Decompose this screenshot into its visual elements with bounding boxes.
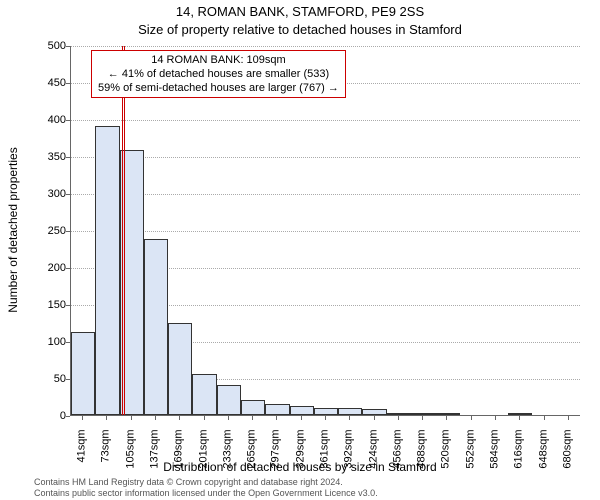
- x-tick-mark: [131, 416, 132, 420]
- bar: [217, 385, 241, 415]
- bar: [192, 374, 216, 415]
- y-tick-label: 300: [26, 189, 66, 200]
- x-tick-mark: [495, 416, 496, 420]
- annotation-line: 14 ROMAN BANK: 109sqm: [98, 53, 339, 67]
- x-tick-mark: [276, 416, 277, 420]
- x-tick-mark: [519, 416, 520, 420]
- bar: [71, 332, 95, 415]
- y-tick-label: 250: [26, 226, 66, 237]
- y-tick-mark: [66, 231, 70, 232]
- x-tick-mark: [446, 416, 447, 420]
- gridline: [71, 194, 580, 195]
- y-tick-mark: [66, 120, 70, 121]
- page-title-address: 14, ROMAN BANK, STAMFORD, PE9 2SS: [0, 4, 600, 19]
- bar: [435, 413, 459, 415]
- x-tick-mark: [374, 416, 375, 420]
- x-tick-mark: [349, 416, 350, 420]
- x-tick-mark: [398, 416, 399, 420]
- x-tick-mark: [228, 416, 229, 420]
- x-tick-mark: [179, 416, 180, 420]
- x-tick-mark: [301, 416, 302, 420]
- annotation-line: ← 41% of detached houses are smaller (53…: [98, 67, 339, 81]
- y-tick-label: 0: [26, 411, 66, 422]
- bar: [290, 406, 314, 415]
- bar: [387, 413, 411, 415]
- bar: [95, 126, 119, 415]
- footer-attribution: Contains HM Land Registry data © Crown c…: [34, 477, 378, 499]
- y-tick-mark: [66, 416, 70, 417]
- y-tick-mark: [66, 305, 70, 306]
- x-tick-mark: [204, 416, 205, 420]
- bar: [508, 413, 532, 415]
- bar: [338, 408, 362, 415]
- x-tick-mark: [568, 416, 569, 420]
- y-tick-mark: [66, 46, 70, 47]
- gridline: [71, 120, 580, 121]
- chart-plot-area: 14 ROMAN BANK: 109sqm← 41% of detached h…: [70, 46, 580, 416]
- y-tick-mark: [66, 157, 70, 158]
- y-axis-label: Number of detached properties: [6, 147, 20, 312]
- bar: [362, 409, 386, 415]
- bar: [241, 400, 265, 415]
- x-tick-mark: [82, 416, 83, 420]
- y-tick-label: 50: [26, 374, 66, 385]
- y-tick-mark: [66, 268, 70, 269]
- y-tick-label: 100: [26, 337, 66, 348]
- y-tick-mark: [66, 83, 70, 84]
- y-tick-label: 400: [26, 115, 66, 126]
- x-tick-mark: [252, 416, 253, 420]
- page-subtitle: Size of property relative to detached ho…: [0, 22, 600, 37]
- y-tick-label: 500: [26, 41, 66, 52]
- bar: [168, 323, 192, 416]
- x-tick-mark: [422, 416, 423, 420]
- footer-line-2: Contains public sector information licen…: [34, 488, 378, 499]
- x-tick-mark: [471, 416, 472, 420]
- y-tick-label: 350: [26, 152, 66, 163]
- annotation-line: 59% of semi-detached houses are larger (…: [98, 81, 339, 95]
- y-tick-mark: [66, 194, 70, 195]
- x-tick-mark: [544, 416, 545, 420]
- annotation-box: 14 ROMAN BANK: 109sqm← 41% of detached h…: [91, 50, 346, 98]
- gridline: [71, 231, 580, 232]
- marker-line: [124, 46, 125, 415]
- bar: [314, 408, 338, 415]
- y-tick-label: 150: [26, 300, 66, 311]
- bar: [411, 413, 435, 415]
- bar: [265, 404, 289, 415]
- x-axis-label: Distribution of detached houses by size …: [0, 460, 600, 474]
- y-tick-mark: [66, 379, 70, 380]
- x-tick-mark: [155, 416, 156, 420]
- gridline: [71, 157, 580, 158]
- y-tick-label: 450: [26, 78, 66, 89]
- y-tick-label: 200: [26, 263, 66, 274]
- bar: [144, 239, 168, 415]
- x-tick-mark: [106, 416, 107, 420]
- gridline: [71, 46, 580, 47]
- x-tick-mark: [325, 416, 326, 420]
- footer-line-1: Contains HM Land Registry data © Crown c…: [34, 477, 378, 488]
- y-tick-mark: [66, 342, 70, 343]
